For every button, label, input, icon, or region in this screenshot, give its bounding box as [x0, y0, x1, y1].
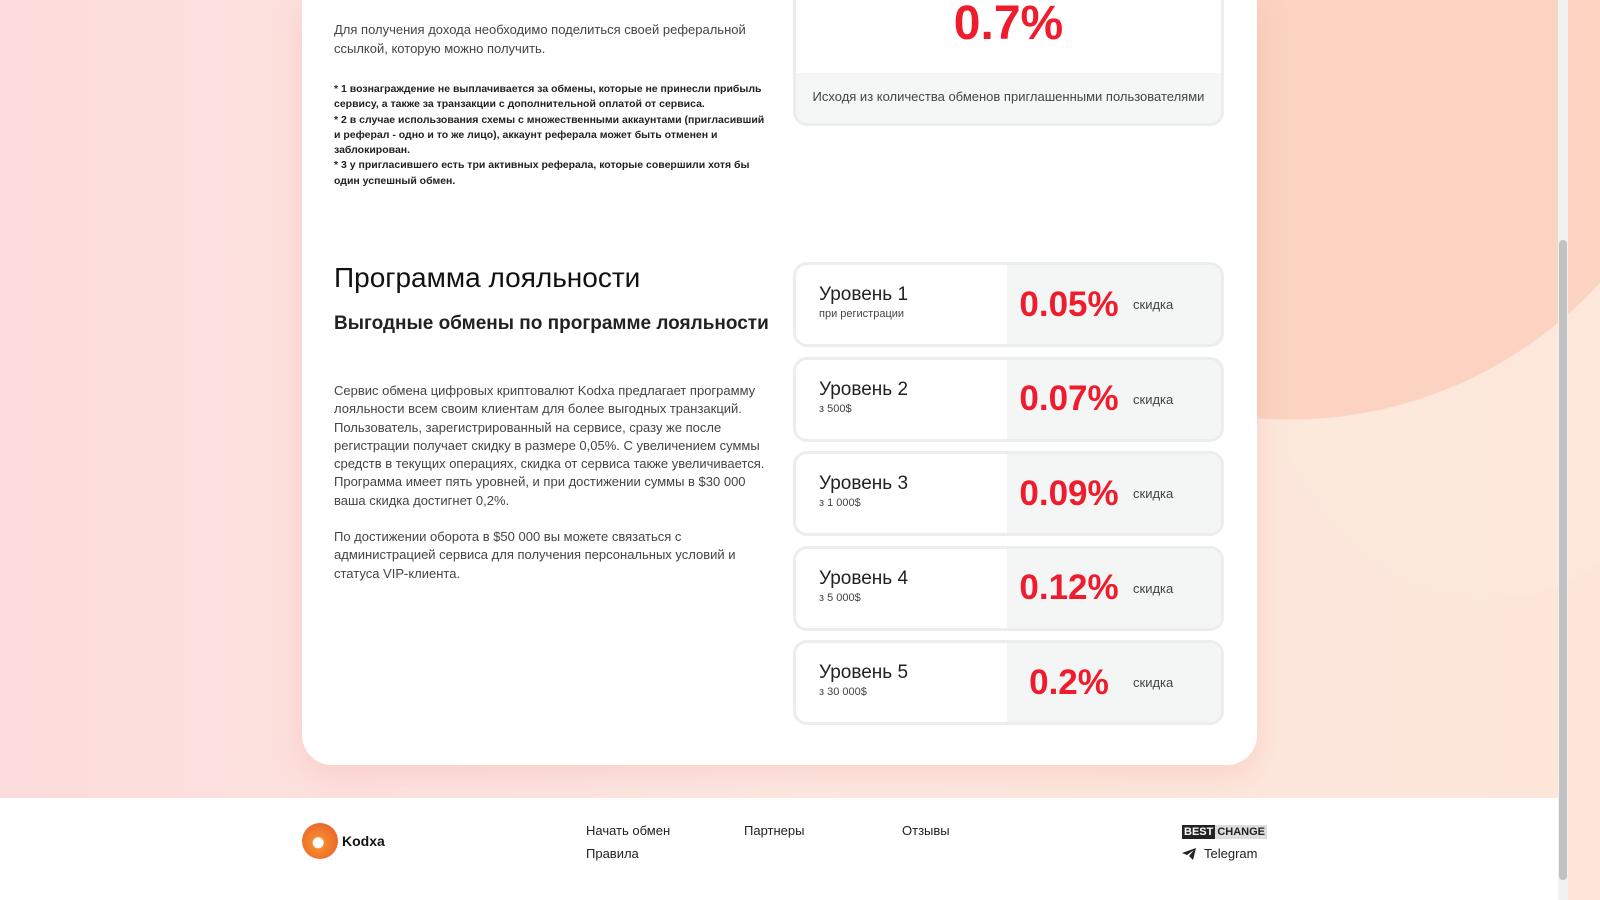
loyalty-level-4: Уровень 4 з 5 000$ 0.12% скидка — [793, 545, 1224, 631]
footer-link-rules[interactable]: Правила — [586, 846, 639, 861]
referral-notes: * 1 вознаграждение не выплачивается за о… — [334, 82, 769, 189]
level-name: Уровень 4 — [819, 567, 909, 589]
level-discount: 0.05% — [1019, 284, 1119, 324]
level-name: Уровень 1 — [819, 284, 909, 305]
loyalty-title: Программа лояльности — [334, 262, 641, 293]
footer-link-reviews[interactable]: Отзывы — [902, 823, 950, 838]
level-condition: з 1 000$ — [819, 497, 861, 509]
bestchange-best: BEST — [1182, 825, 1216, 839]
level-condition: з 30 000$ — [819, 686, 867, 698]
referral-percent: 0.7% — [796, 0, 1221, 73]
referral-text: Для получения дохода необходимо поделить… — [334, 22, 746, 56]
level-discount-label: скидка — [1133, 391, 1174, 407]
note: * 1 вознаграждение не выплачивается за о… — [334, 83, 762, 111]
loyalty-level-3: Уровень 3 з 1 000$ 0.09% скидка — [793, 451, 1224, 536]
telegram-icon — [1182, 847, 1196, 860]
loyalty-description: Сервис обмена цифровых криптовалют Kodxa… — [334, 383, 765, 508]
level-name: Уровень 3 — [819, 473, 909, 494]
footer-logo[interactable]: Kodxa — [302, 823, 385, 859]
footer — [0, 798, 1558, 900]
telegram-label: Telegram — [1204, 846, 1258, 861]
loyalty-level-2: Уровень 2 з 500$ 0.07% скидка — [793, 356, 1224, 442]
level-condition: з 500$ — [819, 402, 852, 415]
loyalty-level-1: Уровень 1 при регистрации 0.05% скидка — [793, 262, 1224, 347]
footer-link-start-exchange[interactable]: Начать обмен — [586, 823, 671, 838]
telegram-link[interactable]: Telegram — [1182, 846, 1257, 861]
referral-percent-desc: Исходя из количества обменов приглашенны… — [812, 89, 1205, 104]
level-condition: при регистрации — [819, 308, 905, 320]
level-discount-label: скидка — [1133, 675, 1174, 690]
level-discount-label: скидка — [1133, 486, 1174, 501]
level-name: Уровень 2 — [819, 378, 909, 400]
referral-percent-box: 0.7% Исходя из количества обменов пригла… — [793, 0, 1224, 126]
brand-name: Kodxa — [342, 833, 385, 849]
level-discount: 0.07% — [1019, 379, 1119, 418]
loyalty-level-5: Уровень 5 з 30 000$ 0.2% скидка — [793, 640, 1224, 725]
footer-link-partners[interactable]: Партнеры — [744, 823, 805, 838]
loyalty-vip-text: По достижении оборота в $50 000 вы может… — [334, 529, 736, 581]
kodxa-logo-icon — [302, 823, 338, 859]
note: * 3 у пригласившего есть три активных ре… — [334, 159, 750, 187]
level-discount-label: скидка — [1133, 297, 1174, 312]
bestchange-change: CHANGE — [1215, 825, 1268, 839]
level-condition: з 5 000$ — [819, 591, 861, 604]
scrollbar[interactable] — [1558, 0, 1568, 900]
level-discount: 0.09% — [1019, 473, 1119, 513]
level-discount: 0.12% — [1019, 568, 1119, 607]
level-discount: 0.2% — [1029, 662, 1109, 702]
loyalty-subtitle: Выгодные обмены по программе лояльности — [334, 313, 769, 334]
bestchange-badge[interactable]: BEST CHANGE — [1182, 825, 1268, 839]
level-name: Уровень 5 — [819, 662, 909, 683]
scrollbar-thumb[interactable] — [1559, 240, 1567, 880]
level-discount-label: скидка — [1133, 580, 1174, 596]
note: * 2 в случае использования схемы с множе… — [334, 113, 765, 157]
